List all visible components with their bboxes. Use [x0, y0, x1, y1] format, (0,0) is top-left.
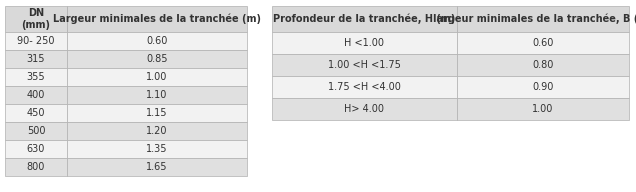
Bar — [67, 32, 247, 50]
Text: 1.20: 1.20 — [146, 126, 168, 136]
Text: 315: 315 — [27, 54, 45, 64]
Bar — [5, 158, 67, 176]
Bar — [67, 50, 247, 68]
Text: 1.00: 1.00 — [532, 104, 554, 114]
Bar — [272, 76, 457, 98]
Text: 1.00: 1.00 — [146, 72, 168, 82]
Text: 1.10: 1.10 — [146, 90, 168, 100]
Text: 355: 355 — [27, 72, 45, 82]
Bar — [67, 104, 247, 122]
Bar — [5, 68, 67, 86]
Bar — [5, 50, 67, 68]
Text: 800: 800 — [27, 162, 45, 172]
Text: 1.35: 1.35 — [146, 144, 168, 154]
Bar — [457, 54, 629, 76]
Bar — [272, 32, 457, 54]
Text: 0.80: 0.80 — [532, 60, 554, 70]
Bar — [457, 76, 629, 98]
Text: 90- 250: 90- 250 — [17, 36, 55, 46]
Bar — [5, 122, 67, 140]
Text: Largeur minimales de la tranchée (m): Largeur minimales de la tranchée (m) — [53, 14, 261, 24]
Text: 0.90: 0.90 — [532, 82, 554, 92]
Bar — [67, 6, 247, 32]
Text: 1.15: 1.15 — [146, 108, 168, 118]
Text: 1.00 <H <1.75: 1.00 <H <1.75 — [328, 60, 401, 70]
Bar — [67, 158, 247, 176]
Bar — [272, 98, 457, 120]
Text: largeur minimales de la tranchée, B (m): largeur minimales de la tranchée, B (m) — [433, 14, 636, 24]
Text: H <1.00: H <1.00 — [345, 38, 385, 48]
Bar — [67, 68, 247, 86]
Bar — [272, 6, 457, 32]
Bar — [272, 54, 457, 76]
Text: 630: 630 — [27, 144, 45, 154]
Bar — [5, 104, 67, 122]
Bar — [5, 140, 67, 158]
Text: 0.85: 0.85 — [146, 54, 168, 64]
Bar — [5, 86, 67, 104]
Bar — [67, 140, 247, 158]
Text: 500: 500 — [27, 126, 45, 136]
Bar — [457, 32, 629, 54]
Bar — [67, 122, 247, 140]
Text: 400: 400 — [27, 90, 45, 100]
Text: 1.75 <H <4.00: 1.75 <H <4.00 — [328, 82, 401, 92]
Text: 450: 450 — [27, 108, 45, 118]
Bar — [457, 98, 629, 120]
Text: 1.65: 1.65 — [146, 162, 168, 172]
Bar — [5, 6, 67, 32]
Text: DN
(mm): DN (mm) — [22, 8, 50, 30]
Text: Profondeur de la tranchée, H (m): Profondeur de la tranchée, H (m) — [273, 14, 455, 24]
Bar — [5, 32, 67, 50]
Bar — [67, 86, 247, 104]
Bar — [457, 6, 629, 32]
Text: 0.60: 0.60 — [532, 38, 554, 48]
Text: H> 4.00: H> 4.00 — [345, 104, 385, 114]
Text: 0.60: 0.60 — [146, 36, 168, 46]
